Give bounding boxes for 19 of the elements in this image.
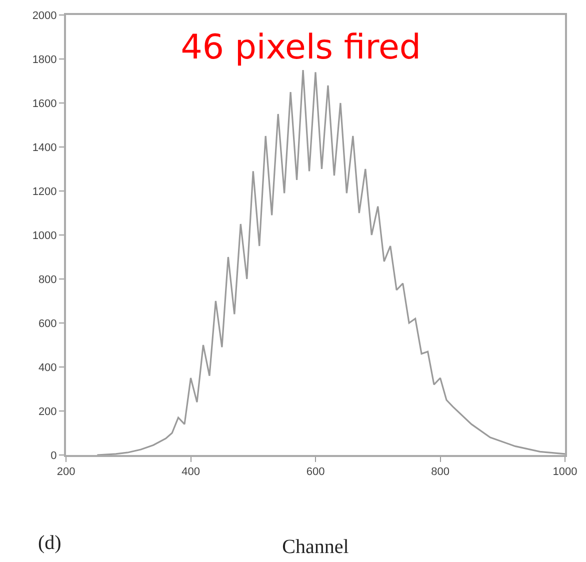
- y-tick-label: 1200: [32, 186, 57, 198]
- x-tick-label: 600: [306, 466, 325, 478]
- y-tick-label: 1000: [32, 230, 57, 242]
- chart-title: 46 pixels fired: [180, 28, 421, 68]
- x-tick-label: 1000: [552, 466, 578, 478]
- y-tick-label: 1600: [32, 98, 57, 110]
- x-tick-label: 800: [431, 466, 450, 478]
- x-tick-label: 200: [56, 466, 76, 478]
- y-tick-label: 1800: [32, 54, 57, 66]
- y-tick-label: 1400: [32, 142, 57, 154]
- y-tick-label: 600: [38, 318, 57, 330]
- x-tick-label: 400: [182, 466, 200, 478]
- text: (d): [38, 532, 62, 554]
- y-tick-label: 200: [38, 406, 57, 418]
- x-axis-title: Channel: [282, 536, 350, 558]
- y-tick-label: 400: [38, 362, 57, 374]
- y-tick-label: 800: [38, 274, 57, 286]
- y-tick-label: 2000: [32, 10, 57, 22]
- y-tick-label: 0: [50, 450, 57, 462]
